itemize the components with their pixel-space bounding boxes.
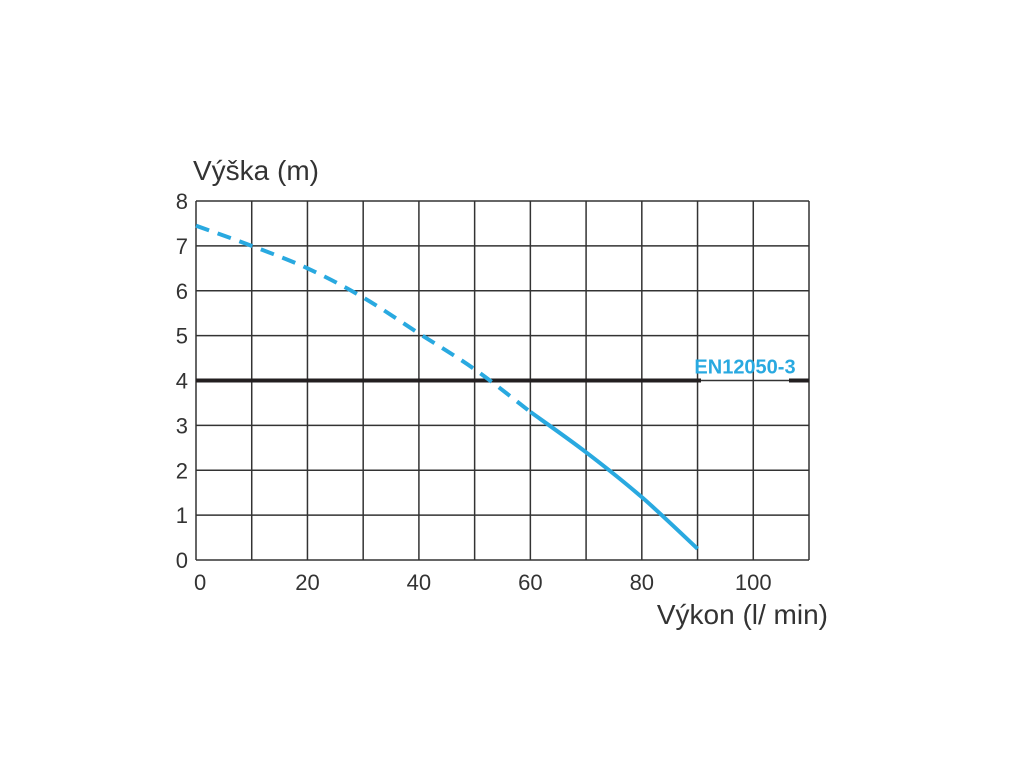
x-tick-label: 40: [407, 570, 431, 595]
y-tick-label: 7: [176, 234, 188, 259]
y-tick-label: 5: [176, 324, 188, 349]
y-tick-label: 1: [176, 503, 188, 528]
y-tick-label: 4: [176, 369, 188, 394]
x-axis-title: Výkon (l/ min): [657, 599, 828, 630]
y-axis-title: Výška (m): [193, 155, 319, 186]
y-tick-label: 8: [176, 189, 188, 214]
y-tick-label: 3: [176, 413, 188, 438]
x-tick-label: 0: [194, 570, 206, 595]
y-tick-labels: 0 1 2 3 4 5 6 7 8: [176, 189, 188, 573]
x-tick-label: 80: [630, 570, 654, 595]
x-tick-label: 100: [735, 570, 772, 595]
y-tick-label: 2: [176, 458, 188, 483]
curve-dashed-segment: [195, 223, 532, 414]
series-group: [195, 223, 699, 551]
curve-solid-segment: [529, 410, 699, 551]
y-tick-label: 0: [176, 548, 188, 573]
reference-line-group: EN12050-3: [196, 357, 809, 383]
x-tick-labels: 0 20 40 60 80 100: [194, 570, 772, 595]
y-tick-label: 6: [176, 279, 188, 304]
reference-line-label: EN12050-3: [694, 357, 795, 379]
x-tick-label: 60: [518, 570, 542, 595]
x-tick-label: 20: [295, 570, 319, 595]
